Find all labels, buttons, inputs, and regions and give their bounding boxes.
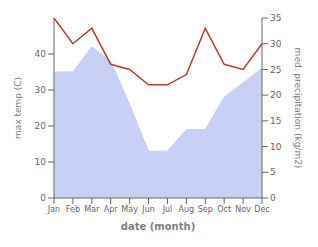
svg-text:med. precipitation (kg/m2): med. precipitation (kg/m2) — [293, 48, 303, 169]
svg-text:Jul: Jul — [162, 205, 173, 214]
svg-text:Mar: Mar — [84, 205, 100, 214]
svg-text:10: 10 — [35, 157, 47, 167]
svg-text:30: 30 — [270, 39, 282, 49]
svg-text:20: 20 — [35, 121, 47, 131]
svg-text:May: May — [121, 205, 138, 214]
svg-text:Jun: Jun — [141, 205, 155, 214]
svg-text:35: 35 — [270, 13, 281, 23]
svg-text:10: 10 — [270, 142, 282, 152]
svg-text:Dec: Dec — [254, 205, 269, 214]
svg-text:25: 25 — [270, 65, 281, 75]
svg-text:5: 5 — [270, 167, 276, 177]
svg-text:date (month): date (month) — [121, 221, 195, 232]
svg-text:0: 0 — [40, 193, 46, 203]
svg-text:Jan: Jan — [47, 205, 60, 214]
svg-text:Feb: Feb — [66, 205, 80, 214]
svg-text:40: 40 — [35, 49, 47, 59]
svg-text:Aug: Aug — [179, 205, 195, 214]
svg-text:Oct: Oct — [217, 205, 231, 214]
svg-text:Nov: Nov — [235, 205, 251, 214]
svg-text:max temp (C): max temp (C) — [13, 77, 23, 139]
svg-text:20: 20 — [270, 90, 282, 100]
svg-text:Sep: Sep — [198, 205, 213, 214]
svg-text:30: 30 — [35, 85, 47, 95]
svg-text:0: 0 — [270, 193, 276, 203]
svg-text:Apr: Apr — [104, 205, 119, 214]
svg-text:15: 15 — [270, 116, 281, 126]
